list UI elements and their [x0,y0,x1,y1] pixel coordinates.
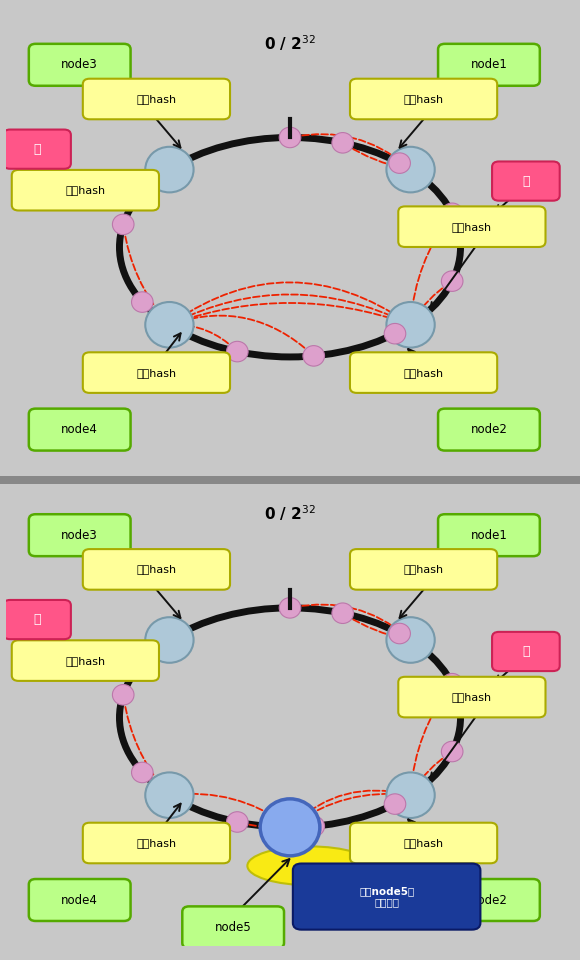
Text: node1: node1 [470,59,508,71]
FancyBboxPatch shape [83,823,230,863]
Text: 计算hash: 计算hash [404,368,444,377]
Ellipse shape [132,292,153,312]
FancyBboxPatch shape [29,409,130,450]
Text: 计算hash: 计算hash [452,692,492,702]
Text: 计算hash: 计算hash [66,656,106,665]
Text: 0 / 2$^{32}$: 0 / 2$^{32}$ [264,503,316,523]
FancyBboxPatch shape [438,515,540,556]
FancyBboxPatch shape [83,79,230,119]
FancyBboxPatch shape [83,549,230,589]
FancyBboxPatch shape [350,823,497,863]
Text: 计算hash: 计算hash [452,222,492,231]
Ellipse shape [145,617,194,662]
Ellipse shape [145,302,194,348]
Text: node1: node1 [470,529,508,541]
FancyBboxPatch shape [398,677,546,717]
FancyBboxPatch shape [12,640,159,681]
Ellipse shape [389,623,411,644]
Ellipse shape [332,603,353,623]
Text: 鍵: 鍵 [33,143,41,156]
Text: node4: node4 [61,423,98,436]
Text: 鍵: 鍵 [33,613,41,626]
Ellipse shape [386,302,435,348]
Text: node2: node2 [470,423,508,436]
FancyBboxPatch shape [438,879,540,921]
FancyBboxPatch shape [83,352,230,393]
Text: 计算hash: 计算hash [136,368,176,377]
Ellipse shape [386,617,435,662]
Text: 计算hash: 计算hash [136,94,176,104]
Text: node2: node2 [470,894,508,906]
Ellipse shape [386,147,435,192]
Text: 0 / 2$^{32}$: 0 / 2$^{32}$ [264,33,316,53]
FancyBboxPatch shape [492,161,560,201]
FancyBboxPatch shape [182,906,284,948]
Text: 鍵: 鍵 [522,645,530,658]
Text: 添加node5的
影响范围: 添加node5的 影响范围 [359,886,414,907]
Text: 计算hash: 计算hash [404,564,444,574]
FancyBboxPatch shape [438,44,540,85]
FancyBboxPatch shape [29,879,130,921]
Ellipse shape [384,324,406,344]
Ellipse shape [279,127,301,148]
Ellipse shape [145,147,194,192]
FancyBboxPatch shape [350,79,497,119]
Ellipse shape [441,271,463,292]
Ellipse shape [135,179,156,200]
FancyBboxPatch shape [3,600,71,639]
Ellipse shape [260,799,320,856]
Ellipse shape [441,741,463,762]
Text: node3: node3 [61,529,98,541]
Ellipse shape [441,203,463,224]
Text: node4: node4 [61,894,98,906]
Ellipse shape [135,649,156,670]
Text: 计算hash: 计算hash [136,838,176,848]
Ellipse shape [248,847,372,885]
FancyBboxPatch shape [492,632,560,671]
Ellipse shape [145,773,194,818]
Ellipse shape [384,794,406,814]
FancyBboxPatch shape [350,549,497,589]
Ellipse shape [113,214,134,234]
Ellipse shape [441,673,463,694]
Text: node5: node5 [215,921,252,934]
Ellipse shape [303,346,325,366]
FancyBboxPatch shape [29,44,130,85]
Ellipse shape [332,132,353,153]
FancyBboxPatch shape [3,130,71,169]
Text: node3: node3 [61,59,98,71]
Ellipse shape [132,762,153,782]
Ellipse shape [389,153,411,174]
Text: 计算hash: 计算hash [404,838,444,848]
Ellipse shape [227,812,248,832]
Ellipse shape [386,773,435,818]
FancyBboxPatch shape [350,352,497,393]
FancyBboxPatch shape [29,515,130,556]
FancyBboxPatch shape [293,864,480,929]
FancyBboxPatch shape [398,206,546,247]
FancyBboxPatch shape [12,170,159,210]
Ellipse shape [227,342,248,362]
Text: 鍵: 鍵 [522,175,530,187]
Ellipse shape [113,684,134,705]
Text: 计算hash: 计算hash [66,185,106,195]
Ellipse shape [279,597,301,618]
Ellipse shape [303,816,325,836]
Text: 计算hash: 计算hash [136,564,176,574]
Text: 计算hash: 计算hash [404,94,444,104]
FancyBboxPatch shape [438,409,540,450]
